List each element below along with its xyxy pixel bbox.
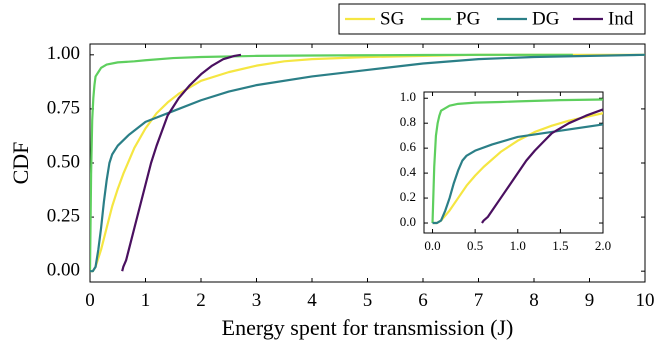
inset-y-tick-label: 0.0 bbox=[400, 214, 416, 229]
legend-label-sg: SG bbox=[380, 8, 405, 29]
main-series-line-pg bbox=[90, 53, 573, 272]
main-series-line-dg bbox=[90, 53, 645, 273]
main-x-tick-label: 2 bbox=[196, 290, 206, 311]
legend-label-dg: DG bbox=[532, 8, 560, 29]
main-x-tick-label: 4 bbox=[307, 290, 317, 311]
inset-y-tick-label: 0.8 bbox=[400, 114, 416, 129]
y-axis-label: CDF bbox=[8, 142, 33, 185]
main-x-tick-label: 7 bbox=[474, 290, 484, 311]
inset-y-tick-label: 0.6 bbox=[400, 139, 417, 154]
main-y-tick-label: 1.00 bbox=[47, 43, 80, 64]
main-x-tick-label: 6 bbox=[418, 290, 428, 311]
x-axis-label: Energy spent for transmission (J) bbox=[222, 315, 514, 340]
inset-y-tick-label: 0.2 bbox=[400, 189, 416, 204]
legend-label-pg: PG bbox=[456, 8, 481, 29]
inset-y-tick-label: 0.4 bbox=[400, 164, 417, 179]
main-x-tick-label: 1 bbox=[141, 290, 151, 311]
main-y-tick-label: 0.25 bbox=[47, 205, 80, 226]
inset-frame bbox=[423, 91, 604, 234]
inset-y-tick-label: 1.0 bbox=[400, 89, 416, 104]
inset-x-tick-label: 2.0 bbox=[595, 238, 611, 253]
inset-series-line-dg bbox=[432, 123, 603, 225]
main-x-tick-label: 3 bbox=[252, 290, 262, 311]
main-y-tick-label: 0.75 bbox=[47, 97, 80, 118]
inset-series-line-ind bbox=[481, 108, 603, 224]
main-y-tick-label: 0.50 bbox=[47, 151, 80, 172]
inset-x-tick-label: 1.5 bbox=[552, 238, 568, 253]
legend-label-ind: Ind bbox=[608, 8, 634, 29]
inset-x-tick-label: 0.0 bbox=[424, 238, 440, 253]
main-x-tick-label: 10 bbox=[636, 290, 655, 311]
main-series-line-ind bbox=[121, 53, 242, 272]
inset-plot: 0.0 0.5 1.0 1.5 2.0 0.0 0.2 0.4 0.6 0.8 1.0 bbox=[400, 89, 611, 253]
inset-series-line-pg bbox=[431, 98, 603, 224]
main-x-tick-label: 9 bbox=[585, 290, 595, 311]
main-x-tick-label: 8 bbox=[529, 290, 539, 311]
legend: SG PG DG Ind bbox=[338, 3, 646, 35]
main-x-tick-label: 0 bbox=[85, 290, 95, 311]
inset-x-tick-label: 1.0 bbox=[510, 238, 526, 253]
main-y-tick-label: 0.00 bbox=[47, 260, 80, 281]
main-x-tick-label: 5 bbox=[363, 290, 373, 311]
inset-x-tick-label: 0.5 bbox=[467, 238, 483, 253]
